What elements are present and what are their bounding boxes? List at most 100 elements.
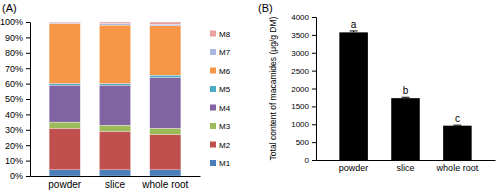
y-tick-mark — [312, 160, 316, 161]
y-tick: 0 — [305, 156, 316, 165]
y-tick: 2000 — [291, 85, 316, 94]
legend-item: M7 — [210, 48, 231, 57]
x-axis-line — [31, 176, 201, 177]
y-tick: 1000 — [291, 120, 316, 129]
y-tick: 2500 — [291, 67, 316, 76]
y-tick-label: 1500 — [291, 102, 309, 111]
x-tick: whole root — [141, 176, 188, 190]
y-tick-label: 50% — [5, 94, 23, 104]
legend-label: M4 — [219, 104, 231, 113]
y-tick: 40% — [5, 110, 30, 120]
y-tick-label: 80% — [5, 48, 23, 58]
y-tick: 10% — [5, 156, 30, 166]
x-axis: powder slice whole root — [31, 176, 201, 190]
y-tick-label: 2000 — [291, 85, 309, 94]
legend-swatch — [210, 31, 216, 37]
bar-segment — [150, 26, 181, 75]
bar-segment — [99, 170, 130, 176]
y-tick-label: 20% — [5, 141, 23, 151]
legend-label: M7 — [219, 48, 231, 57]
y-tick-label: 10% — [5, 156, 23, 166]
y-tick: 60% — [5, 79, 30, 89]
error-bar — [402, 97, 410, 99]
annotation: c — [455, 113, 460, 124]
y-tick: 500 — [296, 138, 316, 147]
legend-item: M4 — [210, 104, 231, 113]
x-tick: slice — [396, 160, 414, 173]
legend: M1M2M3M4M5M6M7M8 — [210, 30, 231, 169]
bar-segment — [99, 25, 130, 84]
y-tick: 100% — [0, 17, 30, 27]
y-tick-mark — [312, 89, 316, 90]
y-tick-label: 500 — [296, 138, 310, 147]
legend-item: M1 — [210, 159, 231, 168]
x-tick-label: powder — [339, 163, 369, 173]
y-tick: 0% — [10, 171, 30, 181]
legend-label: M5 — [219, 85, 231, 94]
error-bar — [350, 31, 358, 32]
bar-segment — [150, 128, 181, 134]
y-tick: 1500 — [291, 102, 316, 111]
x-axis-line — [317, 160, 496, 161]
y-tick-mark — [312, 53, 316, 54]
bar-segment — [150, 24, 181, 26]
legend-swatch — [210, 105, 216, 111]
y-tick-label: 40% — [5, 110, 23, 120]
annotation: a — [351, 19, 357, 30]
bar-segment — [150, 170, 181, 176]
y-tick-mark — [26, 37, 30, 38]
y-tick-mark — [26, 130, 30, 131]
y-tick: 30% — [5, 125, 30, 135]
figure: (A)0%10%20%30%40%50%60%70%80%90%100%powd… — [0, 0, 500, 193]
bar — [339, 32, 368, 160]
bar-segment — [150, 134, 181, 169]
error-bar — [453, 125, 461, 127]
x-tick: powder — [48, 176, 81, 190]
y-tick-label: 100% — [0, 17, 23, 27]
y-tick-mark — [26, 22, 30, 23]
y-tick-label: 0% — [10, 171, 23, 181]
bar-segment — [99, 85, 130, 125]
x-tick-label: slice — [105, 179, 125, 190]
x-tick-label: whole root — [141, 179, 188, 190]
bar-segment — [49, 122, 80, 128]
series — [49, 170, 181, 176]
y-tick-mark — [312, 71, 316, 72]
y-axis: 05001000150020002500300035004000 — [291, 13, 316, 165]
y-tick: 70% — [5, 64, 30, 74]
y-tick-mark — [26, 161, 30, 162]
bar — [443, 126, 472, 160]
series — [49, 22, 181, 24]
bar-segment — [49, 84, 80, 86]
bar-segment — [150, 75, 181, 77]
plot-marks — [339, 31, 471, 160]
y-tick-mark — [26, 84, 30, 85]
y-tick-label: 2500 — [291, 67, 309, 76]
y-tick-mark — [26, 114, 30, 115]
legend-item: M2 — [210, 141, 231, 150]
y-tick: 90% — [5, 33, 30, 43]
bar-segment — [49, 170, 80, 176]
y-tick-label: 90% — [5, 33, 23, 43]
bar-segment — [99, 24, 130, 26]
legend-label: M6 — [219, 67, 231, 76]
series — [49, 24, 181, 84]
bar-segment — [99, 84, 130, 86]
y-tick-label: 0 — [305, 156, 310, 165]
y-tick: 3500 — [291, 31, 316, 40]
panel-title: (B) — [258, 2, 273, 14]
y-tick: 80% — [5, 48, 30, 58]
bar-segment — [99, 125, 130, 131]
bar-segment — [99, 131, 130, 170]
error-cap — [453, 125, 461, 126]
y-tick-label: 3500 — [291, 31, 309, 40]
series — [49, 23, 181, 26]
y-tick-label: 30% — [5, 125, 23, 135]
x-tick: powder — [339, 160, 369, 173]
legend-swatch — [210, 142, 216, 148]
x-tick-label: powder — [48, 179, 81, 190]
legend-item: M5 — [210, 85, 231, 94]
x-tick: whole root — [436, 160, 479, 173]
legend-swatch — [210, 86, 216, 92]
series — [49, 77, 181, 128]
